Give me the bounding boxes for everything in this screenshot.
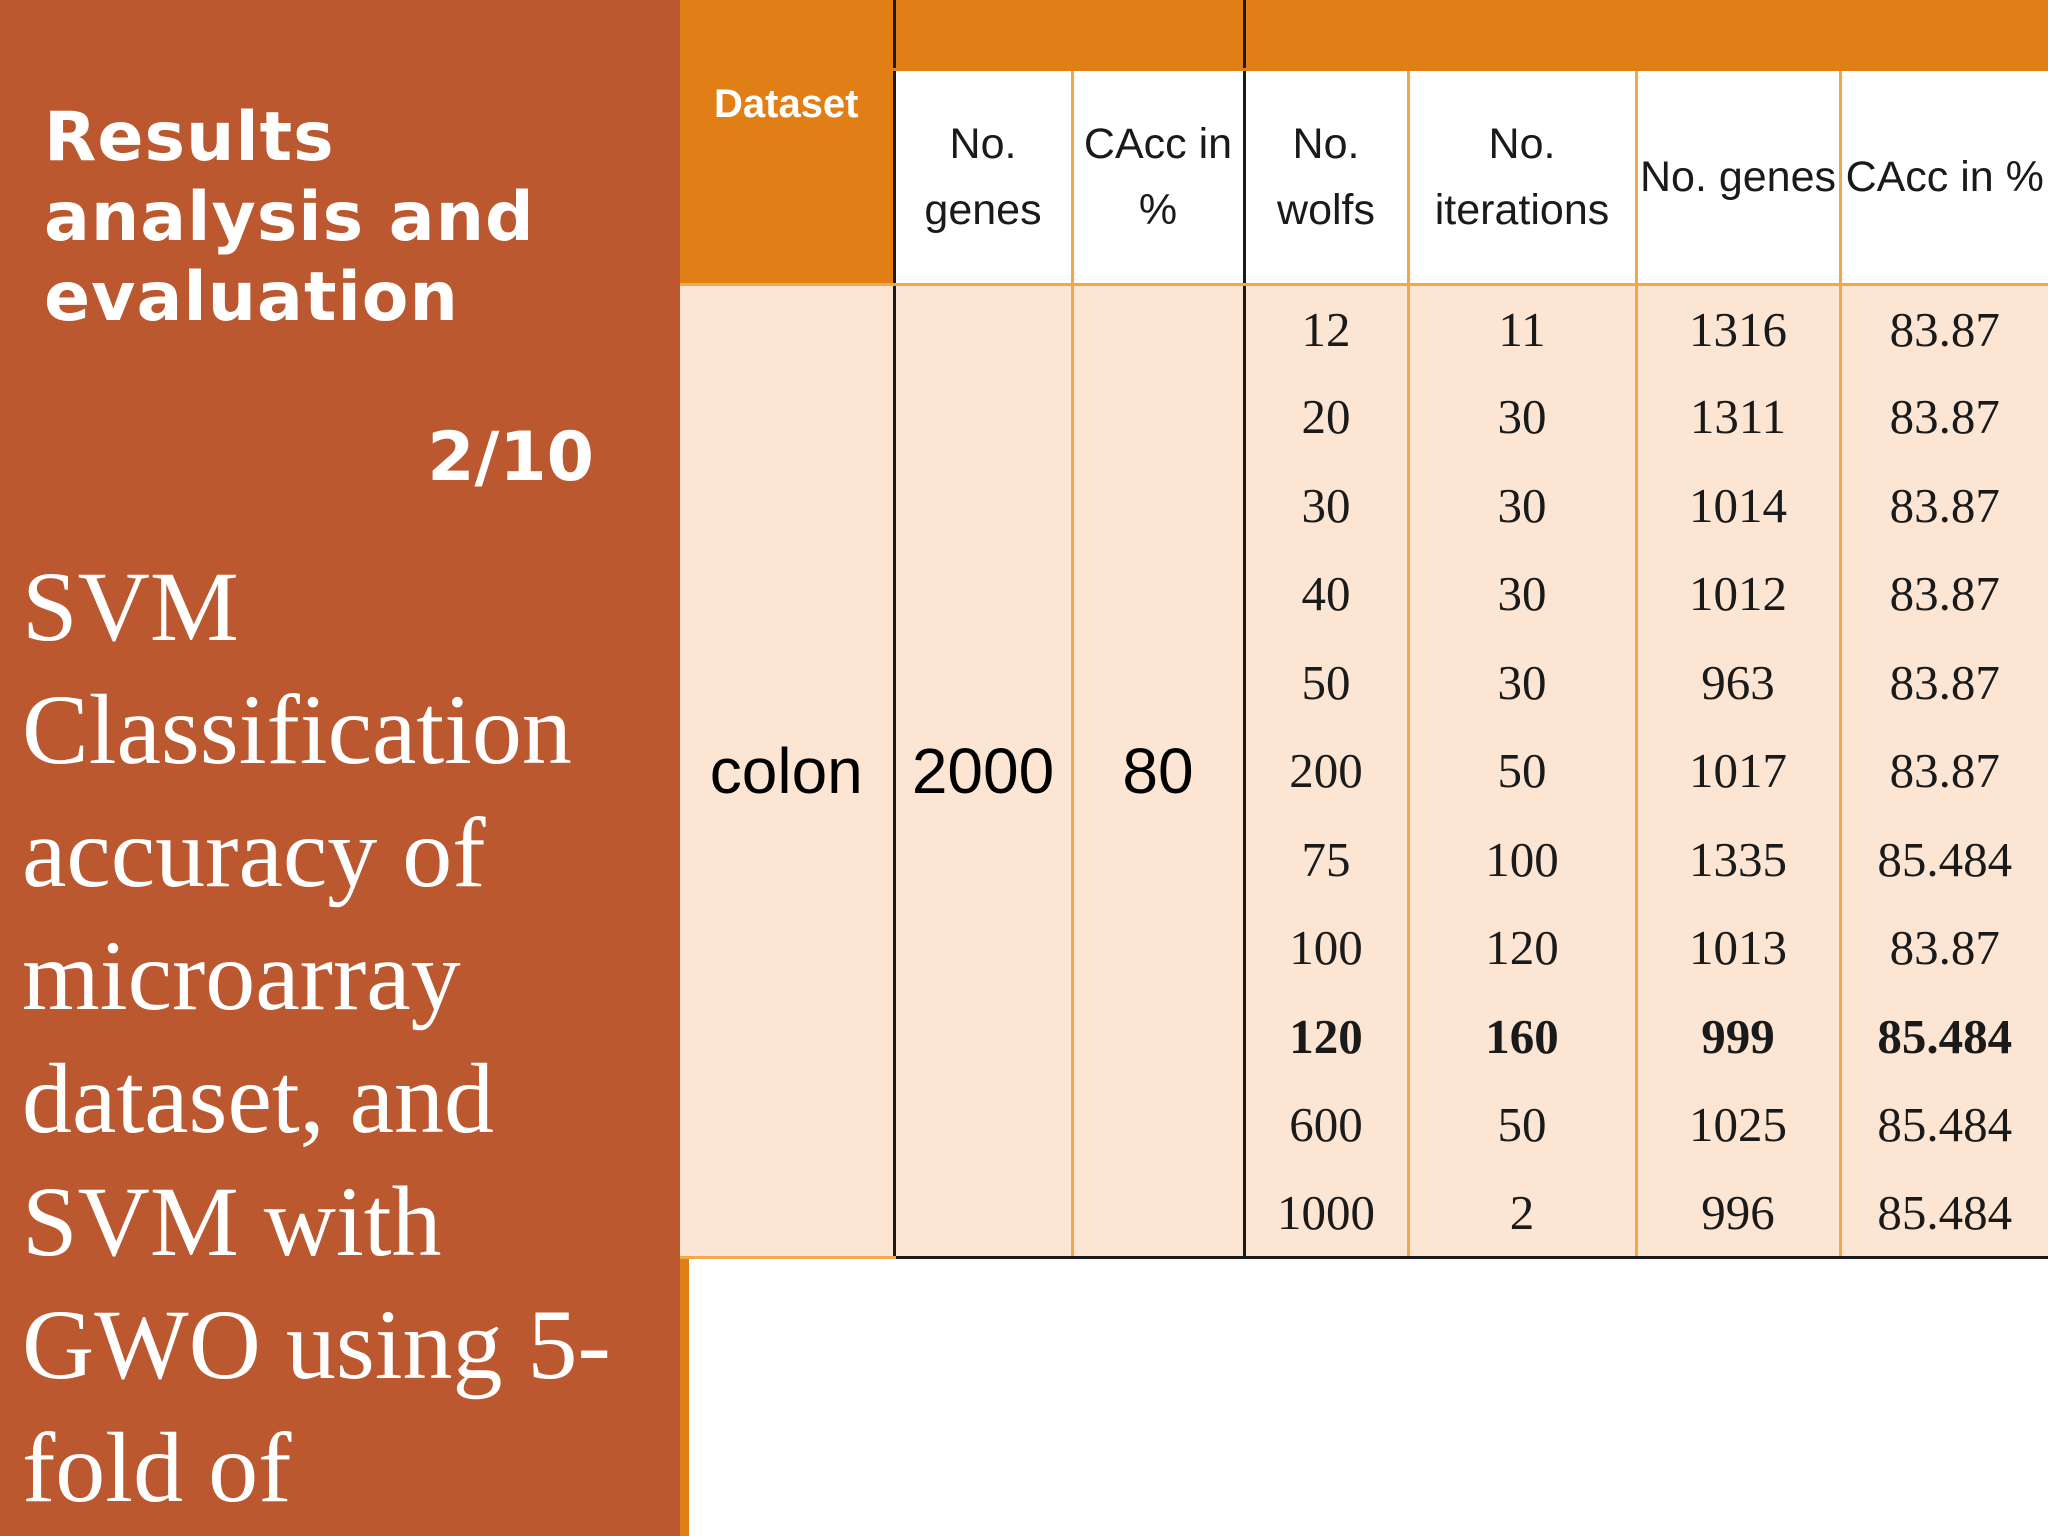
table-row: 200 50 1017 83.87 <box>680 726 2048 815</box>
gwo-cacc-cell: 83.87 <box>1838 284 2048 373</box>
header-gwo-cacc: CAcc in % <box>1838 69 2048 286</box>
gwo-cacc-cell: 83.87 <box>1838 903 2048 992</box>
results-table: Dataset No. genes CAcc in % No. wolfs No… <box>680 0 2048 1259</box>
wolfs-cell: 100 <box>1242 903 1408 992</box>
gwo-cacc-cell: 83.87 <box>1838 372 2048 461</box>
dataset-cell: colon <box>680 284 894 1259</box>
table-row: 20 30 1311 83.87 <box>680 372 2048 461</box>
iterations-cell: 120 <box>1406 903 1636 992</box>
iterations-cell: 100 <box>1406 815 1636 904</box>
gwo-genes-cell: 1014 <box>1634 461 1840 550</box>
wolfs-cell: 40 <box>1242 549 1408 638</box>
header-svm-cacc: CAcc in % <box>1070 69 1244 286</box>
table-row: 600 50 1025 85.484 <box>680 1080 2048 1169</box>
wolfs-cell: 120 <box>1242 992 1408 1081</box>
gwo-genes-cell: 1017 <box>1634 726 1840 815</box>
group-header-svm <box>892 0 1244 71</box>
iterations-cell: 30 <box>1406 638 1636 727</box>
iterations-cell: 30 <box>1406 549 1636 638</box>
gwo-cacc-cell: 83.87 <box>1838 549 2048 638</box>
gwo-genes-cell: 1335 <box>1634 815 1840 904</box>
gwo-genes-cell: 1025 <box>1634 1080 1840 1169</box>
gwo-cacc-cell: 83.87 <box>1838 461 2048 550</box>
gwo-cacc-cell: 85.484 <box>1838 992 2048 1081</box>
iterations-cell: 11 <box>1406 284 1636 373</box>
header-svm-genes: No. genes <box>892 69 1072 286</box>
header-gwo-genes: No. genes <box>1634 69 1840 286</box>
wolfs-cell: 1000 <box>1242 1169 1408 1259</box>
table-row: 40 30 1012 83.87 <box>680 549 2048 638</box>
gwo-genes-cell: 1311 <box>1634 372 1840 461</box>
slide-heading: Results analysis and evaluation <box>44 98 535 337</box>
wolfs-cell: 20 <box>1242 372 1408 461</box>
title-panel: Results analysis and evaluation 2/10 SVM… <box>0 0 680 1536</box>
column-header-row: Dataset No. genes CAcc in % No. wolfs No… <box>680 69 2048 286</box>
svm-cacc-cell: 80 <box>1070 284 1244 1259</box>
wolfs-cell: 30 <box>1242 461 1408 550</box>
gwo-genes-cell: 999 <box>1634 992 1840 1081</box>
gwo-cacc-cell: 85.484 <box>1838 1080 2048 1169</box>
wolfs-cell: 75 <box>1242 815 1408 904</box>
iterations-cell: 2 <box>1406 1169 1636 1259</box>
gwo-cacc-cell: 85.484 <box>1838 815 2048 904</box>
table-row: 50 30 963 83.87 <box>680 638 2048 727</box>
group-header-gwo <box>1242 0 2048 71</box>
gwo-cacc-cell: 85.484 <box>1838 1169 2048 1259</box>
gwo-genes-cell: 1316 <box>1634 284 1840 373</box>
iterations-cell: 30 <box>1406 461 1636 550</box>
slide-description: SVM Classification accuracy of microarra… <box>22 551 611 1523</box>
group-header-row <box>680 0 2048 71</box>
table-row: 100 120 1013 83.87 <box>680 903 2048 992</box>
table-row: 1000 2 996 85.484 <box>680 1169 2048 1259</box>
wolfs-cell: 200 <box>1242 726 1408 815</box>
table-row: 75 100 1335 85.484 <box>680 815 2048 904</box>
slide-number: 2/10 <box>427 418 594 497</box>
gwo-genes-cell: 1012 <box>1634 549 1840 638</box>
gwo-genes-cell: 963 <box>1634 638 1840 727</box>
table-row: colon 2000 80 12 11 1316 83.87 <box>680 284 2048 1259</box>
wolfs-cell: 12 <box>1242 284 1408 373</box>
header-iterations: No. iterations <box>1406 69 1636 286</box>
iterations-cell: 50 <box>1406 726 1636 815</box>
gwo-cacc-cell: 83.87 <box>1838 638 2048 727</box>
iterations-cell: 50 <box>1406 1080 1636 1169</box>
table-row: 30 30 1014 83.87 <box>680 461 2048 550</box>
table-row: 120 160 999 85.484 <box>680 992 2048 1081</box>
iterations-cell: 160 <box>1406 992 1636 1081</box>
wolfs-cell: 600 <box>1242 1080 1408 1169</box>
gwo-genes-cell: 996 <box>1634 1169 1840 1259</box>
wolfs-cell: 50 <box>1242 638 1408 727</box>
gwo-genes-cell: 1013 <box>1634 903 1840 992</box>
iterations-cell: 30 <box>1406 372 1636 461</box>
gwo-cacc-cell: 83.87 <box>1838 726 2048 815</box>
header-wolfs: No. wolfs <box>1242 69 1408 286</box>
svm-genes-cell: 2000 <box>892 284 1072 1259</box>
group-header-blank <box>680 0 894 71</box>
header-dataset: Dataset <box>680 69 894 286</box>
